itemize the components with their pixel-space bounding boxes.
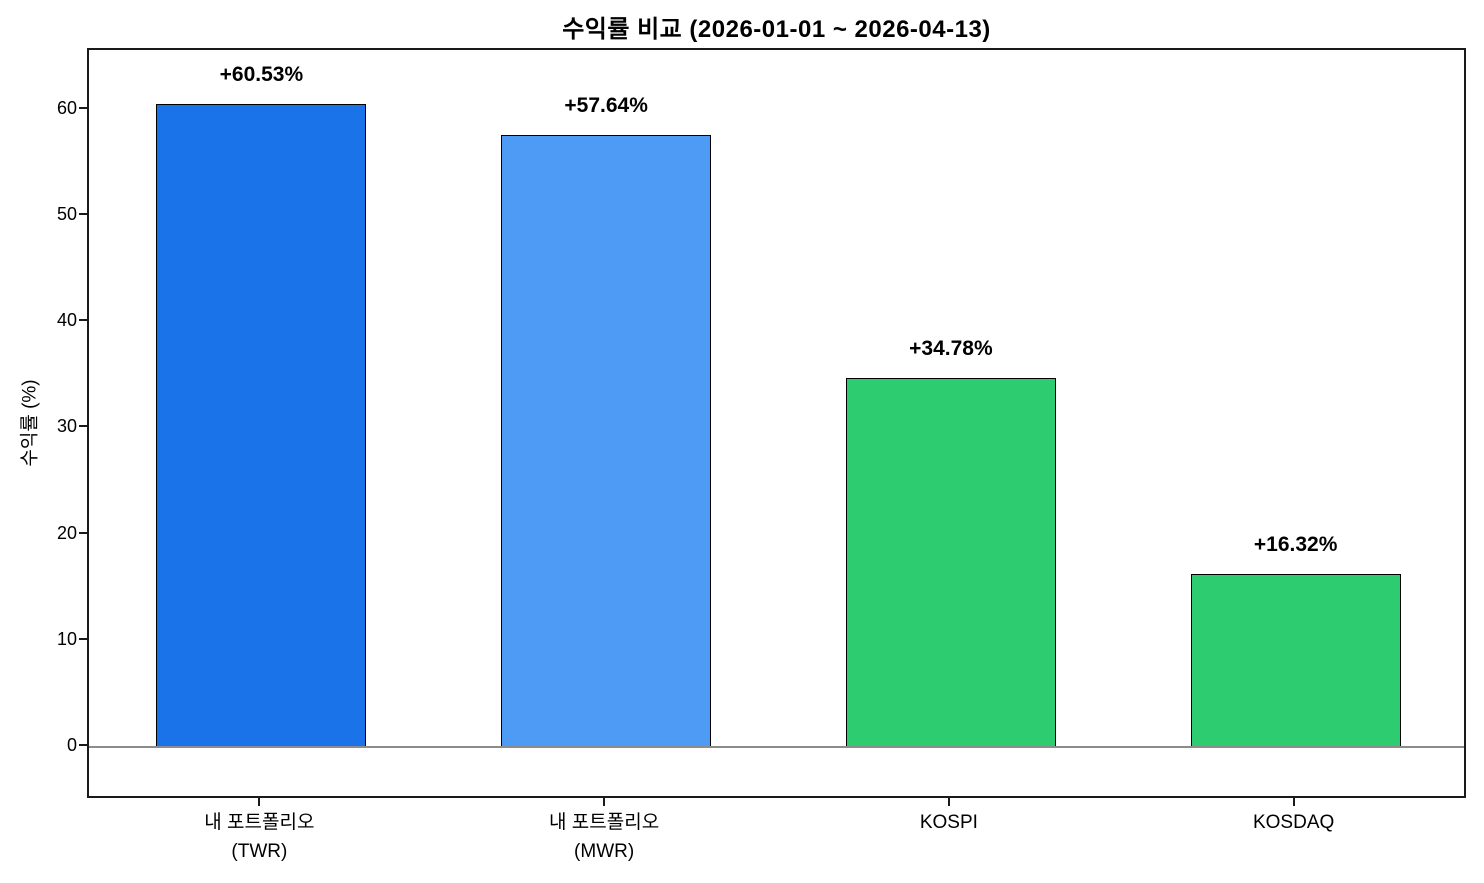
zero-baseline xyxy=(89,745,1464,749)
y-tick-label-2: 20 xyxy=(56,522,77,543)
y-tick-label-4: 40 xyxy=(56,310,77,331)
bar-value-label-2: +34.78% xyxy=(909,336,993,360)
y-tick-label-6: 60 xyxy=(56,97,77,118)
x-tick-label-line: (TWR) xyxy=(231,841,288,862)
y-tick-mark-4 xyxy=(79,319,87,322)
bar-value-label-1: +57.64% xyxy=(564,94,648,118)
chart-title: 수익률 비교 (2026-01-01 ~ 2026-04-13) xyxy=(562,16,991,43)
x-tick-mark-1 xyxy=(603,798,606,806)
bar-3 xyxy=(1190,573,1401,747)
y-tick-label-0: 0 xyxy=(66,734,77,755)
bar-0 xyxy=(156,104,367,747)
x-tick-label-line: 내 포트폴리오 xyxy=(204,812,315,833)
x-tick-label-line: KOSPI xyxy=(919,812,978,833)
y-tick-mark-3 xyxy=(79,425,87,428)
bar-2 xyxy=(845,377,1056,747)
y-tick-label-1: 10 xyxy=(56,628,77,649)
y-tick-mark-5 xyxy=(79,213,87,216)
x-tick-label-1: 내 포트폴리오 (MWR) xyxy=(404,808,804,866)
x-tick-label-0: 내 포트폴리오 (TWR) xyxy=(59,808,459,866)
x-tick-label-line: (MWR) xyxy=(574,841,635,862)
y-tick-mark-2 xyxy=(79,531,87,534)
x-tick-label-line: 내 포트폴리오 xyxy=(549,812,660,833)
y-tick-label-5: 50 xyxy=(56,204,77,225)
bar-value-label-0: +60.53% xyxy=(219,63,304,87)
y-tick-label-3: 30 xyxy=(56,416,77,437)
bar-value-label-3: +16.32% xyxy=(1253,532,1338,556)
bar-1 xyxy=(501,135,712,747)
x-tick-mark-3 xyxy=(1292,798,1295,806)
x-tick-label-3: KOSDAQ xyxy=(1094,808,1484,837)
x-tick-mark-0 xyxy=(258,798,261,806)
plot-area: +60.53% +57.64% +34.78% +16.32% xyxy=(87,48,1466,798)
x-tick-label-line: KOSDAQ xyxy=(1252,812,1335,833)
y-tick-mark-1 xyxy=(79,637,87,640)
y-tick-mark-0 xyxy=(79,743,87,746)
y-tick-mark-6 xyxy=(79,106,87,109)
x-tick-mark-2 xyxy=(947,798,950,806)
x-tick-label-2: KOSPI xyxy=(749,808,1149,837)
